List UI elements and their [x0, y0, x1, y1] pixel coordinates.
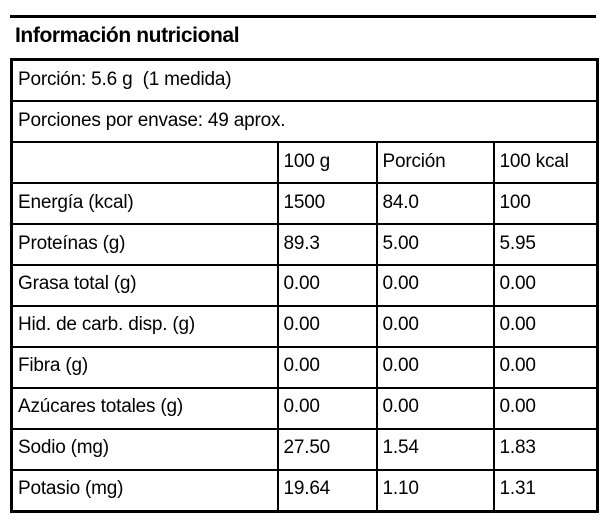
table-row-sodio: Sodio (mg) 27.50 1.54 1.83 — [10, 427, 599, 471]
table-row-fibra: Fibra (g) 0.00 0.00 0.00 — [10, 345, 599, 389]
value-100kcal: 0.00 — [492, 304, 599, 348]
value-portion: 0.00 — [375, 345, 495, 389]
value-100kcal: 0.00 — [492, 386, 599, 430]
value-100kcal: 1.83 — [492, 427, 599, 471]
value-portion: 1.10 — [375, 468, 495, 513]
value-portion: 0.00 — [375, 263, 495, 307]
header-100kcal-cell: 100 kcal — [492, 141, 599, 185]
row-label: Sodio (mg) — [10, 427, 279, 471]
value-100kcal: 5.95 — [492, 223, 599, 266]
row-label: Hid. de carb. disp. (g) — [10, 304, 279, 348]
column-header-row: 100 g Porción 100 kcal — [10, 141, 599, 185]
table-row-proteinas: Proteínas (g) 89.3 5.00 5.95 — [10, 223, 599, 266]
row-label: Azúcares totales (g) — [10, 386, 279, 430]
value-100kcal: 100 — [492, 182, 599, 226]
header-100g-cell: 100 g — [276, 141, 378, 185]
value-100g: 19.64 — [276, 468, 378, 513]
value-100g: 0.00 — [276, 304, 378, 348]
value-100kcal: 0.00 — [492, 263, 599, 307]
value-portion: 84.0 — [375, 182, 495, 226]
table-row-hid-carb: Hid. de carb. disp. (g) 0.00 0.00 0.00 — [10, 304, 599, 348]
servings-per-container-cell: Porciones por envase: 49 aprox. — [10, 100, 599, 144]
row-label: Energía (kcal) — [10, 182, 279, 226]
value-portion: 1.54 — [375, 427, 495, 471]
serving-size-row: Porción: 5.6 g (1 medida) — [10, 58, 599, 103]
table-row-energia: Energía (kcal) 1500 84.0 100 — [10, 182, 599, 226]
nutrition-label: Información nutricional Porción: 5.6 g (… — [10, 15, 600, 513]
value-100kcal: 1.31 — [492, 468, 599, 513]
top-rule-divider — [10, 15, 596, 18]
page-title: Información nutricional — [15, 24, 240, 47]
value-100g: 27.50 — [276, 427, 378, 471]
value-100g: 0.00 — [276, 263, 378, 307]
nutrition-table: Porción: 5.6 g (1 medida) Porciones por … — [10, 58, 600, 513]
table-row-azucares: Azúcares totales (g) 0.00 0.00 0.00 — [10, 386, 599, 430]
row-label: Potasio (mg) — [10, 468, 279, 513]
header-empty-cell — [10, 141, 279, 185]
table-row-grasa-total: Grasa total (g) 0.00 0.00 0.00 — [10, 263, 599, 307]
value-100g: 0.00 — [276, 386, 378, 430]
row-label: Fibra (g) — [10, 345, 279, 389]
value-portion: 0.00 — [375, 304, 495, 348]
row-label: Grasa total (g) — [10, 263, 279, 307]
value-portion: 5.00 — [375, 223, 495, 266]
row-label: Proteínas (g) — [10, 223, 279, 266]
value-100g: 0.00 — [276, 345, 378, 389]
value-portion: 0.00 — [375, 386, 495, 430]
value-100g: 89.3 — [276, 223, 378, 266]
serving-size-cell: Porción: 5.6 g (1 medida) — [10, 58, 599, 103]
value-100g: 1500 — [276, 182, 378, 226]
header-portion-cell: Porción — [375, 141, 495, 185]
table-row-potasio: Potasio (mg) 19.64 1.10 1.31 — [10, 468, 599, 513]
servings-per-container-row: Porciones por envase: 49 aprox. — [10, 100, 599, 144]
value-100kcal: 0.00 — [492, 345, 599, 389]
